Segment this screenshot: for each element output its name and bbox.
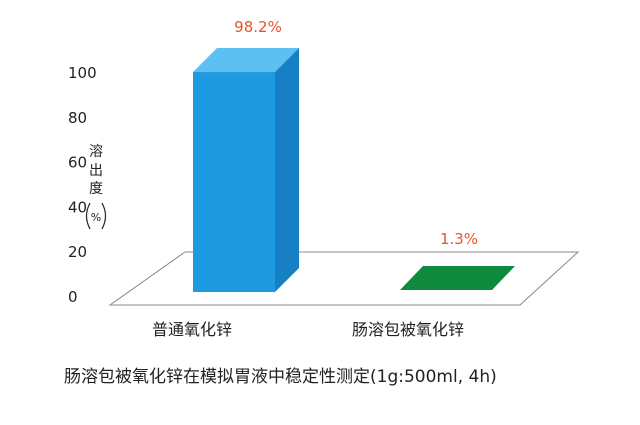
y-tick-label: 80 [68,109,87,127]
bar-normal-zinc-oxide [193,72,275,292]
x-tick-label: 肠溶包被氧化锌 [352,320,464,339]
chart-floor [108,251,580,306]
y-tick-label: 100 [68,64,97,82]
label-layer: 98.2% 1.3% 普通氧化锌 肠溶包被氧化锌 [152,18,478,339]
y-axis-label-layer: 溶出度% [85,144,107,230]
y-tick-label: 0 [68,288,78,306]
y-axis-label-char: 出 [89,163,103,179]
data-label: 98.2% [234,18,282,36]
y-tick-label: 60 [68,154,87,172]
chart-caption: 肠溶包被氧化锌在模拟胃液中稳定性测定(1g:500ml, 4h) [64,367,497,387]
bar-chart: 0 20 40 60 80 100 溶出度% 98.2% 1.3% 普通氧化锌 肠溶包被氧化锌 [68,18,580,339]
data-label: 1.3% [440,230,478,248]
x-tick-label: 普通氧化锌 [152,320,232,339]
y-tick-label: 40 [68,198,87,216]
y-tick-label: 20 [68,243,87,261]
y-axis-label-paren-left [85,202,91,230]
bar-layer [193,48,515,293]
bar-top-face [193,48,299,73]
bar-coated-zinc-oxide [400,266,515,290]
y-axis-label-char: 度 [89,181,103,197]
bar-side-face [275,48,299,293]
y-tick-layer: 0 20 40 60 80 100 [68,64,97,306]
chart-floor-layer [108,251,580,306]
y-axis-label-char: % [91,211,101,224]
y-axis-label-paren-right [101,202,107,230]
y-axis-label-char: 溶 [89,144,103,160]
